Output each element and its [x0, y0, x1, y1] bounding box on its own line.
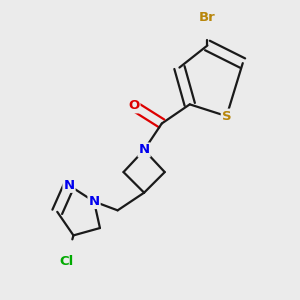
Text: N: N	[64, 179, 75, 192]
Text: Br: Br	[199, 11, 216, 24]
Text: Cl: Cl	[59, 255, 73, 268]
Text: N: N	[139, 143, 150, 157]
Text: S: S	[222, 110, 231, 123]
Text: N: N	[88, 195, 100, 208]
Text: O: O	[128, 99, 140, 112]
